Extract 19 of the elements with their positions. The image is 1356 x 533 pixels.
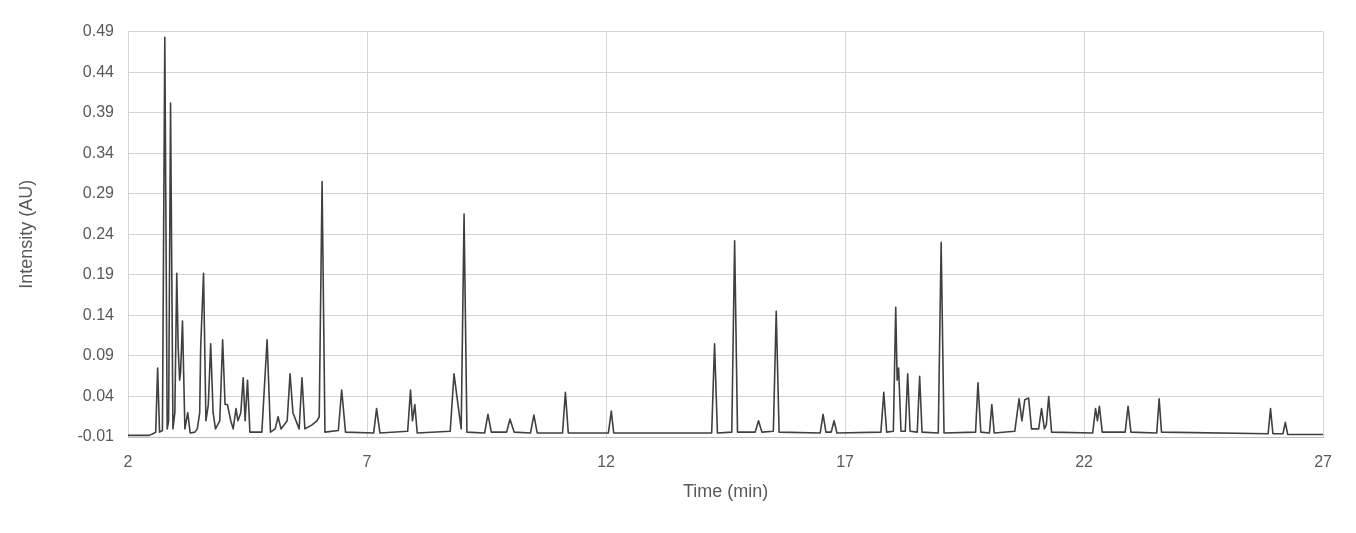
- x-tick-label: 27: [1314, 453, 1333, 471]
- y-axis-title: Intensity (AU): [15, 179, 36, 289]
- x-tick-label: 7: [362, 453, 372, 471]
- x-tick-label: 17: [836, 453, 855, 471]
- y-tick-label: 0.04: [82, 386, 115, 404]
- y-tick-label: 0.14: [82, 305, 115, 323]
- y-tick-label: 0.19: [82, 265, 115, 283]
- y-tick-label: -0.01: [77, 427, 115, 445]
- y-tick-label: 0.29: [82, 184, 115, 202]
- x-axis-title: Time (min): [682, 481, 769, 502]
- x-tick-label: 2: [123, 453, 133, 471]
- y-tick-label: 0.24: [82, 224, 115, 242]
- y-tick-label: 0.39: [82, 103, 115, 121]
- x-tick-label: 22: [1075, 453, 1094, 471]
- y-tick-label: 0.09: [82, 346, 115, 364]
- y-tick-label: 0.49: [82, 22, 115, 40]
- y-tick-label: 0.44: [82, 62, 115, 80]
- y-tick-label: 0.34: [82, 143, 115, 161]
- x-tick-label: 12: [597, 453, 616, 471]
